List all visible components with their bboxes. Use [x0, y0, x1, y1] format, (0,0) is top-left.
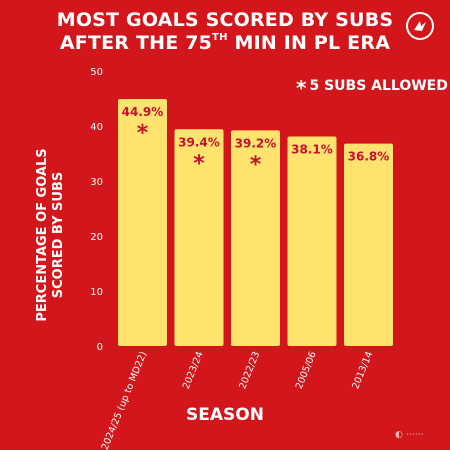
- x-tick-label: 2024/25 (up to MD22): [100, 350, 150, 450]
- bar: [231, 130, 280, 346]
- title-line-2-start: AFTER THE 75: [59, 32, 213, 54]
- bar-value-label: 38.1%: [291, 142, 333, 156]
- chart-title: MOST GOALS SCORED BY SUBS AFTER THE 75TH…: [0, 9, 450, 55]
- bar: [118, 99, 167, 346]
- five-subs-star: *: [193, 151, 205, 176]
- title-line-2-end: MIN IN PL ERA: [227, 32, 391, 54]
- y-tick-label: 20: [90, 232, 103, 243]
- bar: [344, 143, 393, 346]
- y-tick-label: 10: [90, 287, 103, 298]
- club-crest-icon: [406, 12, 434, 40]
- bar-value-label: 44.9%: [122, 105, 164, 119]
- bar: [174, 129, 224, 346]
- title-superscript: TH: [212, 32, 228, 43]
- x-tick-label: 2013/14: [350, 350, 375, 391]
- x-axis-label: SEASON: [186, 405, 264, 425]
- y-tick-label: 0: [97, 342, 103, 353]
- bar: [287, 136, 337, 346]
- title-line-1: MOST GOALS SCORED BY SUBS: [56, 9, 394, 31]
- note-star: *: [296, 76, 307, 100]
- x-tick-label: 2005/06: [294, 350, 319, 391]
- five-subs-star: *: [137, 121, 149, 146]
- watermark-icon: ◐ ⋯⋯: [395, 430, 424, 440]
- y-tick-label: 50: [90, 67, 103, 78]
- five-subs-note: * 5 SUBS ALLOWED: [296, 76, 448, 100]
- x-tick-label: 2022/23: [237, 350, 262, 391]
- five-subs-star: *: [250, 152, 262, 177]
- y-tick-label: 40: [90, 122, 103, 133]
- note-text: 5 SUBS ALLOWED: [309, 78, 448, 94]
- bar-value-label: 36.8%: [348, 150, 390, 164]
- club-crest-glyph: [414, 21, 426, 31]
- x-tick-label: 2023/24: [181, 350, 206, 391]
- bar-value-label: 39.4%: [178, 135, 220, 149]
- bar-value-label: 39.2%: [235, 136, 277, 150]
- title-line-2: AFTER THE 75TH MIN IN PL ERA: [0, 32, 450, 55]
- y-tick-label: 30: [90, 177, 103, 188]
